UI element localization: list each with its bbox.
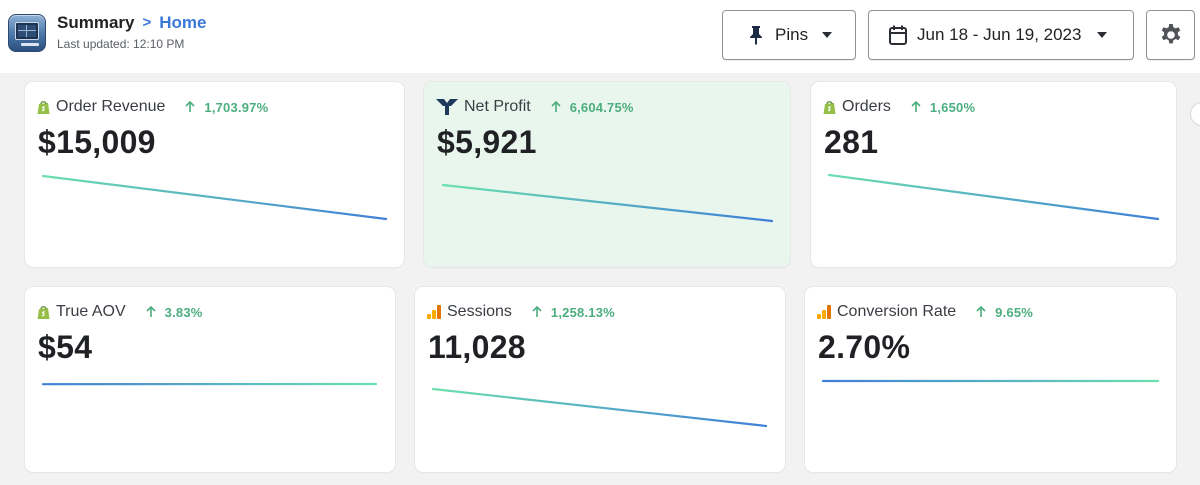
metric-title: Sessions [447,303,512,320]
metric-change: 3.83% [146,305,203,320]
gear-icon [1161,24,1180,44]
top-bar: Summary > Home Last updated: 12:10 PM Pi… [0,0,1200,73]
metric-change: 1,258.13% [532,305,615,320]
arrow-up-icon [976,306,986,317]
metric-value: 11,028 [428,329,526,365]
metric-title: True AOV [56,303,126,320]
pins-dropdown-button[interactable]: Pins [722,10,856,60]
metric-value: 2.70% [818,329,911,365]
arrow-up-icon [185,101,195,112]
metric-value: $54 [38,329,93,365]
breadcrumb-summary[interactable]: Summary [57,13,135,32]
shopify-icon [823,100,836,114]
metric-change-value: 9.65% [995,304,1034,320]
sparkline [827,173,1160,221]
chevron-down-icon [822,32,833,38]
metric-change: 1,703.97% [185,100,268,115]
arrow-up-icon [532,306,542,317]
metric-change-value: 1,258.13% [550,304,615,320]
chevron-down-icon [1097,32,1108,38]
arrow-up-icon [146,306,156,317]
card-header: Sessions 1,258.13% [427,303,615,321]
sparkline [821,379,1160,383]
settings-button[interactable] [1146,10,1195,60]
metric-title: Order Revenue [56,98,166,115]
google-analytics-icon [817,305,831,319]
metric-change-value: 1,650% [929,99,976,115]
card-header: True AOV 3.83% [37,303,203,321]
metric-card[interactable]: Orders 1,650% 281 [811,82,1176,267]
metric-card[interactable]: Net Profit 6,604.75% $5,921 [424,82,790,267]
sparkline [41,174,388,221]
pin-icon [750,26,762,45]
sparkline-trend [827,173,1160,221]
arrow-up-icon [911,101,921,112]
sparkline [441,183,774,223]
card-header: Order Revenue 1,703.97% [37,98,268,116]
metric-title: Orders [842,98,891,115]
metric-card[interactable]: Sessions 1,258.13% 11,028 [415,287,785,472]
sparkline-trend [41,174,388,221]
scroll-next-button[interactable] [1190,102,1200,126]
google-analytics-icon [427,305,441,319]
shopify-icon [37,100,50,114]
sparkline-trend [441,183,774,223]
pins-label: Pins [775,25,809,44]
metric-card[interactable]: Conversion Rate 9.65% 2.70% [805,287,1176,472]
sparkline-trend [431,387,768,428]
arrow-up-icon [551,101,561,112]
metric-change: 1,650% [911,100,975,115]
card-header: Conversion Rate 9.65% [817,303,1033,321]
last-updated-text: Last updated: 12:10 PM [57,37,185,51]
metric-card[interactable]: True AOV 3.83% $54 [25,287,395,472]
triple-whale-icon [436,99,458,115]
date-range-label: Jun 18 - Jun 19, 2023 [917,25,1082,44]
app-logo-icon[interactable] [8,14,46,52]
breadcrumb: Summary > Home [57,12,206,34]
date-range-picker[interactable]: Jun 18 - Jun 19, 2023 [868,10,1134,60]
metric-change: 6,604.75% [551,100,634,115]
metric-change-value: 3.83% [164,304,203,320]
metric-value: $5,921 [437,124,537,160]
metric-value: 281 [824,124,879,160]
metric-title: Conversion Rate [837,303,957,320]
breadcrumb-home[interactable]: Home [159,13,207,32]
chevron-right-icon: > [142,14,152,31]
metric-change-value: 6,604.75% [569,99,634,115]
metric-change: 9.65% [976,305,1033,320]
sparkline [41,382,378,386]
metric-change-value: 1,703.97% [204,99,269,115]
metric-title: Net Profit [464,98,531,115]
metric-card[interactable]: Order Revenue 1,703.97% $15,009 [25,82,404,267]
sparkline [431,387,768,428]
card-header: Net Profit 6,604.75% [436,98,634,116]
calendar-icon [889,25,907,45]
card-header: Orders 1,650% [823,98,975,116]
metric-value: $15,009 [38,124,156,160]
shopify-icon [37,305,50,319]
